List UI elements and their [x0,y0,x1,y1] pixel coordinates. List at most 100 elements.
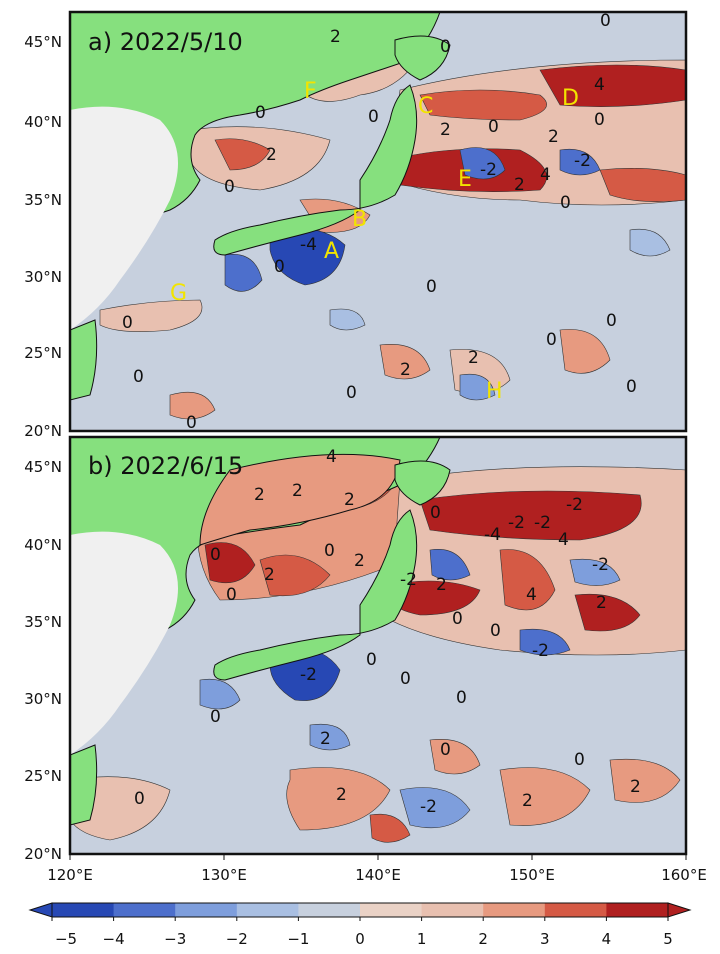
x-tick-label: 150°E [509,866,555,884]
contour-label: -2 [400,570,417,590]
contour-label: 0 [134,789,145,809]
contour-label: 0 [546,330,557,350]
contour-label: 0 [324,541,335,561]
contour-label: 2 [320,729,331,749]
contour-label: 2 [254,485,265,505]
contour-label: 0 [400,669,411,689]
colorbar-segment [544,903,607,917]
panel-a-markers: A B C D E F G H [170,79,579,404]
marker-b: B [352,207,367,232]
marker-h: H [486,379,503,404]
contour-label: 0 [366,650,377,670]
panel-a-contour-labels: 2 0 0 0 -4 0 -2 2 4 2 0 2 0 2 0 4 -2 0 0… [122,11,637,433]
colorbar-arrow-low [28,902,53,918]
contour-label: 2 [596,593,607,613]
contour-label: -2 [480,160,497,180]
marker-c: C [418,94,433,119]
marker-g: G [170,281,187,306]
colorbar-segment [52,903,115,917]
contour-label: 2 [440,120,451,140]
contour-label: 0 [490,621,501,641]
contour-label: 0 [226,585,237,605]
contour-label: -2 [592,555,609,575]
contour-label: 2 [522,791,533,811]
contour-label: 2 [330,27,341,47]
contour-label: 0 [426,277,437,297]
colorbar-segment [360,903,423,917]
colorbar: −5 −4 −3 −2 −1 0 1 2 3 4 5 [28,902,692,948]
contour-label: 2 [266,145,277,165]
y-tick-label: 45°N [24,33,62,51]
contour-label: -2 [300,665,317,685]
colorbar-tick-label: −2 [226,930,248,948]
marker-f: F [304,79,317,104]
contour-label: 0 [224,177,235,197]
contour-label: -4 [300,235,317,255]
colorbar-segment [483,903,546,917]
y-tick-label: 35°N [24,613,62,631]
colorbar-arrow-high [667,902,692,918]
anomaly-field [99,48,686,420]
y-tick-label: 20°N [24,422,62,440]
colorbar-tick-label: 1 [417,930,427,948]
y-tick-label: 40°N [24,536,62,554]
contour-label: 0 [440,37,451,57]
contour-label: 2 [264,565,275,585]
marker-d: D [562,86,579,111]
contour-label: 2 [292,481,303,501]
colorbar-segment [175,903,238,917]
contour-label: -2 [420,797,437,817]
contour-label: 0 [626,377,637,397]
colorbar-segment [298,903,361,917]
x-axis-labels: 120°E 130°E 140°E 150°E 160°E [47,866,707,884]
y-tick-label: 25°N [24,767,62,785]
contour-label: -4 [484,525,501,545]
y-tick-label: 20°N [24,845,62,863]
contour-label: -2 [574,151,591,171]
contour-label: 2 [468,348,479,368]
colorbar-segment [421,903,484,917]
colorbar-tick-label: 3 [540,930,550,948]
contour-label: 0 [594,110,605,130]
colorbar-tick-label: −4 [103,930,125,948]
colorbar-tick-label: 0 [355,930,365,948]
panel-b-title: b) 2022/6/15 [88,452,243,480]
land [70,437,451,826]
colorbar-tick-label: 2 [478,930,488,948]
contour-label: 0 [452,609,463,629]
contour-label: 0 [368,107,379,127]
colorbar-tick-label: 4 [602,930,612,948]
contour-label: 2 [344,490,355,510]
panel-a-title: a) 2022/5/10 [88,28,243,56]
contour-label: 0 [440,740,451,760]
contour-label: 0 [346,383,357,403]
y-tick-label: 25°N [24,344,62,362]
contour-label: 2 [630,777,641,797]
colorbar-tick-label: −5 [55,930,77,948]
panel-b-contour-labels: 4 2 2 2 0 2 0 2 0 -2 0 -2 -2 4 -4 -2 2 4… [134,447,641,817]
contour-label: -2 [534,513,551,533]
y-tick-label: 45°N [24,458,62,476]
contour-label: 0 [210,545,221,565]
contour-label: 4 [594,75,605,95]
y-axis-labels: 45°N 40°N 35°N 30°N 25°N 20°N 45°N 40°N … [24,33,62,863]
colorbar-tick-label: −1 [287,930,309,948]
contour-label: 4 [540,165,551,185]
contour-label: 0 [274,257,285,277]
colorbar-segment [113,903,176,917]
contour-label: 0 [456,688,467,708]
colorbar-segment [236,903,299,917]
x-tick-label: 160°E [661,866,707,884]
contour-label: 0 [133,367,144,387]
contour-label: 0 [574,750,585,770]
y-tick-label: 35°N [24,191,62,209]
contour-label: 4 [526,585,537,605]
colorbar-tick-label: 5 [663,930,673,948]
contour-label: 2 [354,551,365,571]
x-axis-ticks [69,854,687,860]
contour-label: 2 [400,360,411,380]
contour-label: 2 [336,785,347,805]
panel-a: a) 2022/5/10 2 0 0 0 -4 0 -2 2 4 2 0 2 0… [68,10,688,433]
contour-label: 4 [558,530,569,550]
